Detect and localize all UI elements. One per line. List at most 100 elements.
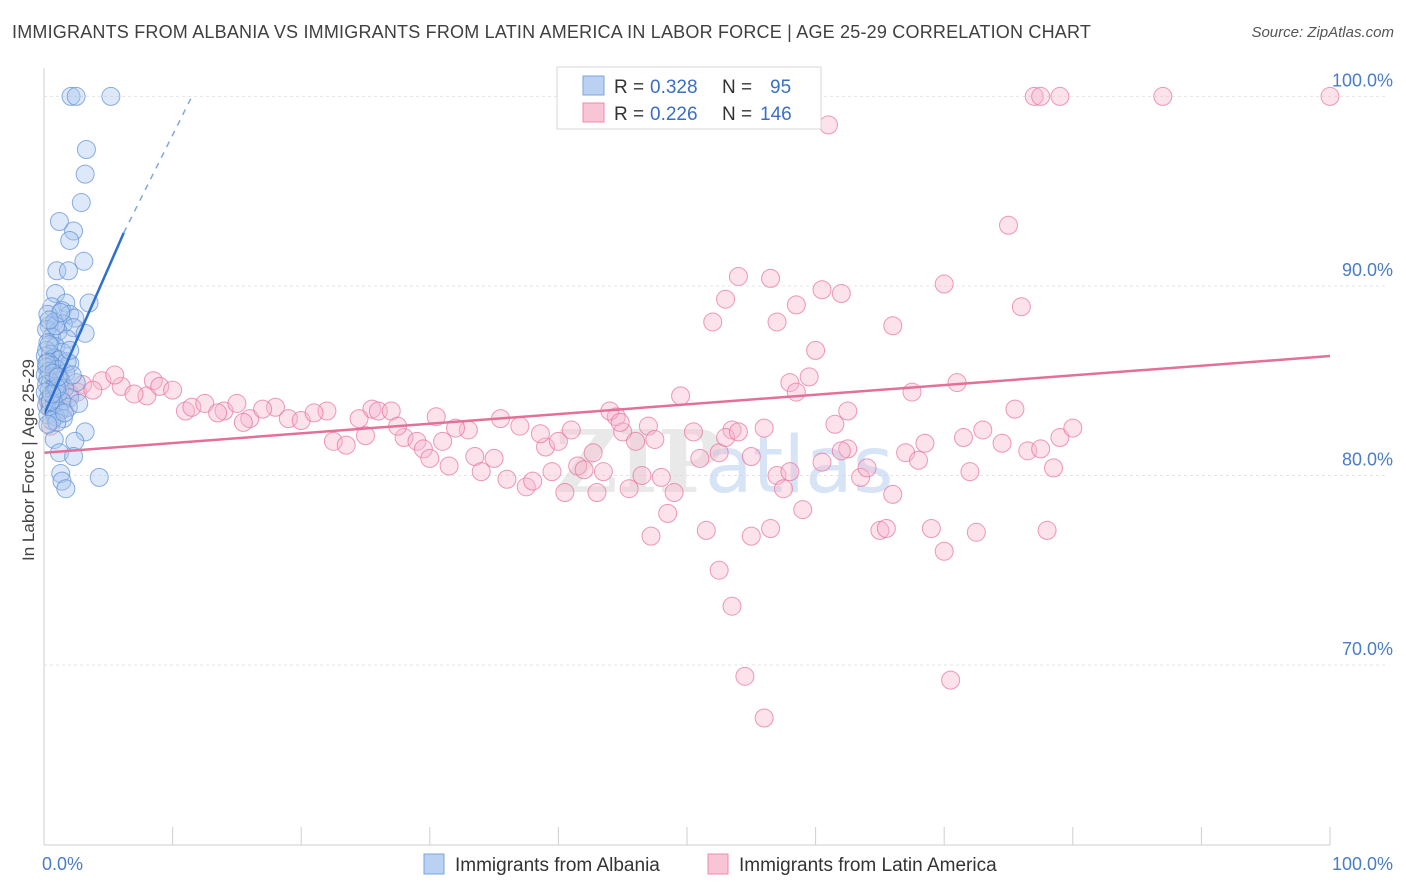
albania-point-2 [101,86,121,106]
latin-america-point-145 [610,412,630,432]
latin-america-point-94 [651,467,671,487]
latin-america-point-150 [530,424,550,444]
latin-america-point-112 [883,484,903,504]
latin-america-point-146 [583,443,603,463]
albania-trend-line [42,232,125,416]
legend-swatch-albania [582,75,605,96]
latin-america-point-95 [664,483,684,503]
latin-america-point-125 [1050,428,1070,448]
albania-point-79 [37,354,57,374]
albania-point-9 [74,251,94,271]
albania-point-3 [76,139,96,159]
latin-america-point-29 [510,416,530,436]
latin-america-point-17 [883,316,903,336]
latin-america-point-144 [632,465,652,485]
latin-america-point-126 [1063,418,1083,438]
latin-america-point-133 [735,666,755,686]
latin-america-point-74 [420,448,440,468]
y-tick-label-3: 100.0% [1332,70,1393,90]
latin-america-point-139 [831,441,851,461]
y-tick-labels: 70.0% 80.0% 90.0% 100.0% [1332,70,1393,659]
latin-america-point-104 [780,462,800,482]
latin-america-point-152 [233,412,253,432]
trend-lines [42,96,1331,454]
albania-point-86 [38,414,58,434]
latin-america-point-67 [336,435,356,455]
legend-r-value-latin: 0.226 [650,104,698,125]
latin-america-point-0 [1024,86,1044,106]
latin-america-point-78 [471,462,491,482]
latin-america-point-131 [709,560,729,580]
latin-america-point-79 [484,448,504,468]
latin-america-point-110 [857,458,877,478]
albania-point-70 [75,422,95,442]
latin-america-point-88 [587,483,607,503]
watermark-zip: ZIP [555,412,723,513]
latin-america-point-108 [838,439,858,459]
y-axis-title: In Labor Force | Age 25-29 [19,359,38,561]
latin-america-point-22 [786,382,806,402]
x-tick-labels: 0.0% 100.0% [42,854,1393,874]
bottom-legend-swatch-albania [423,853,445,875]
latin-america-point-148 [439,456,459,476]
y-tick-label-1: 80.0% [1342,449,1393,469]
latin-america-point-56 [163,380,183,400]
latin-america-point-119 [973,420,993,440]
albania-point-8 [60,230,80,250]
latin-america-point-93 [645,429,665,449]
latin-america-point-72 [407,431,427,451]
latin-america-trend-line [43,354,1331,454]
latin-america-point-18 [806,340,826,360]
latin-america-point-68 [349,409,369,429]
stats-legend: R = 0.328 N = 95 R = 0.226 N = 146 [556,66,822,130]
latin-america-point-140 [915,433,935,453]
latin-america-point-55 [150,376,170,396]
watermark-atlas: atlas [705,421,894,511]
latin-america-point-102 [754,418,774,438]
latin-america-point-123 [1031,439,1051,459]
latin-america-point-101 [741,447,761,466]
latin-america-point-13 [786,295,806,315]
latin-america-point-58 [195,393,215,413]
latin-america-point-107 [825,414,845,434]
legend-r-label-latin: R = [614,104,644,125]
x-tick-label-0: 0.0% [42,854,83,874]
latin-america-point-96 [683,422,703,442]
latin-america-point-127 [761,519,781,539]
latin-america-point-109 [851,467,871,487]
latin-america-point-33 [426,407,446,427]
latin-america-point-99 [716,428,736,448]
latin-america-point-82 [523,471,543,491]
legend-n-label-latin: N = [722,104,752,125]
watermark: ZIP atlas [555,412,894,513]
latin-america-point-6 [999,215,1018,235]
latin-america-point-3 [1153,86,1173,106]
latin-america-point-111 [870,520,890,540]
legend-swatch-latin [582,102,605,123]
latin-america-point-34 [362,399,382,419]
series-albania-points [35,86,121,499]
latin-america-point-12 [716,289,736,309]
latin-america-point-11 [831,284,851,304]
latin-america-point-10 [812,280,832,300]
latin-america-point-120 [992,433,1012,453]
latin-america-point-115 [921,519,941,539]
latin-america-point-138 [1037,520,1057,540]
latin-america-point-128 [741,526,761,546]
latin-america-point-121 [1005,399,1025,419]
albania-point-90 [51,302,71,322]
legend-r-value-albania: 0.328 [650,77,698,98]
albania-point-76 [89,467,109,487]
latin-america-point-97 [690,448,710,468]
series-legend: Immigrants from Albania Immigrants from … [423,853,997,876]
latin-america-point-38 [175,401,195,421]
albania-point-78 [56,479,76,499]
latin-america-point-87 [574,460,594,480]
latin-america-point-92 [626,431,646,451]
bottom-legend-label-latin: Immigrants from Latin America [739,855,997,876]
x-tick-label-1: 100.0% [1332,854,1393,874]
albania-point-75 [51,464,71,484]
latin-america-point-73 [413,439,433,459]
latin-america-point-2 [1050,86,1070,106]
albania-point-94 [39,310,59,330]
